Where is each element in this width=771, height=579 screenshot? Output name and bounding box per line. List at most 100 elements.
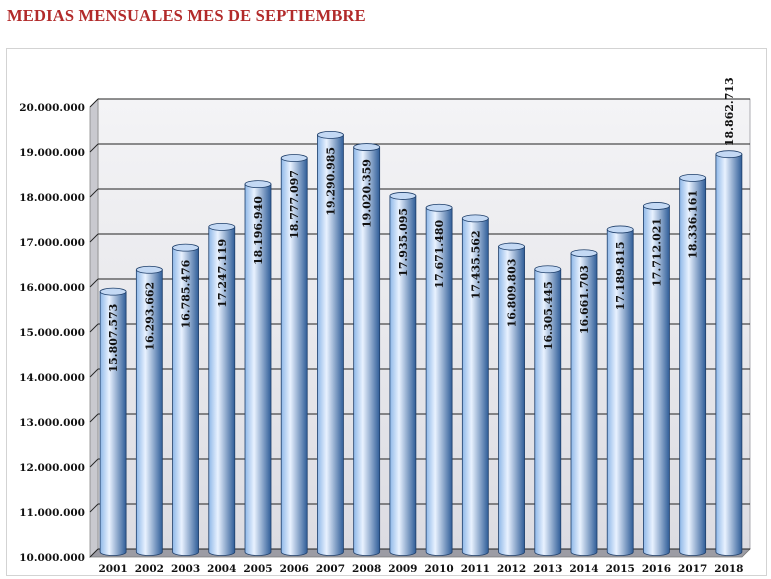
value-label: 16.661.703 — [578, 265, 591, 334]
bar-top — [353, 143, 381, 151]
bar — [99, 287, 127, 556]
value-label: 17.435.562 — [469, 230, 482, 299]
bar — [570, 249, 598, 556]
bar-top — [280, 154, 308, 162]
value-label: 16.293.662 — [143, 282, 156, 351]
x-tick-label: 2003 — [171, 563, 200, 575]
bar-top — [679, 173, 707, 182]
x-tick-label: 2008 — [352, 563, 381, 575]
bar-body — [135, 269, 163, 556]
x-tick-label: 2016 — [642, 563, 671, 575]
bar — [679, 173, 707, 556]
bar — [317, 131, 344, 556]
x-tick-label: 2011 — [461, 563, 490, 575]
y-tick-label: 13.000.000 — [19, 417, 85, 429]
value-label: 16.305.445 — [542, 281, 555, 350]
bar — [280, 154, 308, 556]
bar-body — [425, 207, 453, 556]
bar-body — [99, 291, 127, 556]
bar-top — [389, 192, 417, 200]
x-tick-label: 2012 — [497, 563, 526, 575]
bar-body — [570, 252, 598, 556]
bar — [534, 265, 562, 556]
x-tick-label: 2001 — [98, 563, 127, 575]
y-tick-label: 16.000.000 — [19, 282, 85, 294]
bar-body — [715, 153, 743, 556]
bar — [715, 150, 743, 556]
bar — [643, 202, 670, 556]
bar-top — [570, 249, 598, 258]
x-tick-label: 2009 — [388, 563, 417, 575]
bar-top — [534, 265, 562, 274]
bar — [389, 192, 417, 556]
y-tick-label: 19.000.000 — [19, 147, 85, 159]
bar — [172, 243, 199, 556]
gridline-side — [89, 98, 99, 108]
bar-top — [715, 150, 743, 159]
x-tick-label: 2005 — [243, 563, 272, 575]
value-label: 19.020.359 — [361, 159, 374, 228]
bar-top — [172, 243, 199, 252]
gridlines — [89, 98, 750, 558]
value-label: 18.336.161 — [687, 190, 700, 259]
bar-top — [498, 242, 525, 251]
bar — [244, 180, 272, 556]
bar-body — [244, 183, 272, 556]
bar-top — [317, 131, 344, 139]
bar-top — [244, 180, 272, 189]
value-label: 17.935.095 — [397, 208, 410, 277]
chart-title: MEDIAS MENSUALES MES DE SEPTIEMBRE — [7, 6, 366, 25]
y-tick-label: 12.000.000 — [19, 462, 85, 474]
y-tick-label: 20.000.000 — [19, 102, 85, 114]
x-tick-label: 2014 — [569, 563, 598, 575]
bar-body — [606, 229, 634, 556]
bar-body — [317, 134, 344, 556]
value-label: 18.862.713 — [723, 77, 736, 146]
gridline-side — [89, 278, 99, 288]
bar-body — [353, 146, 381, 556]
x-tick-label: 2017 — [678, 563, 707, 575]
gridline-side — [89, 458, 99, 468]
bar — [606, 225, 634, 556]
x-tick-label: 2006 — [280, 563, 309, 575]
x-axis: 2001 2002 2003 2004 2005 2006 2007 2008 2009 2010… — [98, 563, 743, 575]
gridline-side — [89, 233, 99, 243]
value-label: 18.777.097 — [288, 170, 301, 239]
value-label: 16.785.476 — [180, 259, 193, 328]
bar-top — [135, 265, 163, 274]
bar — [135, 265, 163, 556]
y-tick-label: 15.000.000 — [19, 327, 85, 339]
bar-body — [208, 226, 236, 556]
bar-top — [461, 214, 489, 223]
y-tick-label: 17.000.000 — [19, 237, 85, 249]
bar — [461, 214, 489, 556]
x-tick-label: 2002 — [135, 563, 164, 575]
y-tick-label: 11.000.000 — [19, 507, 85, 519]
bar-body — [643, 205, 670, 556]
x-tick-label: 2007 — [316, 563, 345, 575]
value-label: 15.807.573 — [107, 304, 120, 373]
bar — [425, 203, 453, 556]
gridline-side — [89, 548, 99, 558]
value-label: 16.809.803 — [506, 259, 519, 328]
gridline-side — [89, 503, 99, 513]
y-tick-label: 10.000.000 — [19, 552, 85, 564]
gridline-side — [89, 368, 99, 378]
value-label: 17.712.021 — [650, 218, 663, 287]
bars — [99, 131, 743, 556]
value-label: 18.196.940 — [252, 196, 265, 265]
bar — [208, 222, 236, 556]
gridline-side — [89, 143, 99, 153]
y-axis: 10.000.000 11.000.000 12.000.000 13.000.000… — [19, 102, 85, 564]
bar — [498, 242, 525, 556]
bar-body — [389, 195, 417, 556]
value-label: 17.189.815 — [614, 241, 627, 310]
chart-frame — [6, 48, 767, 576]
bar — [353, 143, 381, 556]
bar-body — [461, 218, 489, 556]
bar-top — [208, 222, 236, 231]
bar-top — [643, 202, 670, 210]
x-tick-label: 2004 — [207, 563, 236, 575]
bar-top — [99, 287, 127, 296]
